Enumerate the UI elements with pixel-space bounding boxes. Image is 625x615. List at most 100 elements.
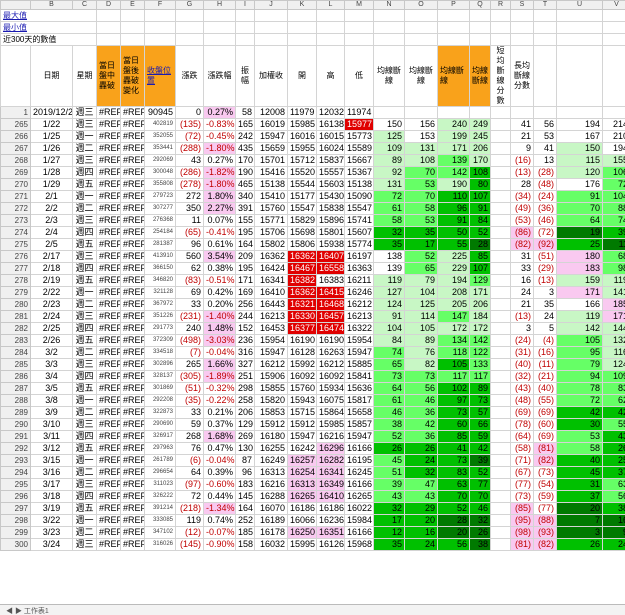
change-cell[interactable]: 33 [175, 406, 204, 419]
open-cell[interactable]: 16066 [287, 514, 317, 527]
long-score-cell[interactable]: 20 [556, 502, 603, 515]
low-cell[interactable]: 15138 [344, 178, 374, 191]
cell[interactable]: 週三 [72, 106, 97, 119]
high-cell[interactable]: 15557 [316, 166, 345, 179]
ma-break-cell[interactable]: 65 [373, 358, 405, 371]
open-cell[interactable]: 15912 [287, 418, 317, 431]
close-cell[interactable]: 16212 [254, 358, 288, 371]
date-cell[interactable]: 2/5 [30, 238, 73, 251]
score-cell[interactable]: (95) [510, 514, 534, 527]
change-pct-cell[interactable]: 0.37% [203, 418, 236, 431]
ma-break-cell[interactable]: 73 [437, 406, 470, 419]
score-cell[interactable]: 53 [533, 130, 557, 143]
ref-error-cell[interactable]: #REF! [120, 298, 145, 311]
ma-break-cell[interactable]: 109 [373, 142, 405, 155]
high-cell[interactable]: 16075 [316, 394, 345, 407]
score-cell[interactable]: 33 [510, 262, 534, 275]
low-cell[interactable]: 15857 [344, 418, 374, 431]
empty-cell[interactable] [344, 9, 374, 22]
open-cell[interactable]: 15992 [287, 358, 317, 371]
high-cell[interactable]: 16410 [316, 490, 345, 503]
ref-error-cell[interactable]: #REF! [96, 454, 121, 467]
weekday-cell[interactable]: 週四 [72, 166, 97, 179]
open-cell[interactable]: 15806 [287, 238, 317, 251]
close-cell[interactable]: 15855 [254, 382, 288, 395]
open-cell[interactable]: 15947 [287, 430, 317, 443]
change-pct-cell[interactable]: -0.83% [203, 118, 236, 131]
position-cell[interactable]: 254184 [144, 226, 176, 239]
change-pct-cell[interactable]: -0.04% [203, 346, 236, 359]
ma-break-cell[interactable]: 46 [404, 394, 438, 407]
ma-break-cell[interactable]: 104 [373, 322, 405, 335]
low-cell[interactable]: 15774 [344, 238, 374, 251]
date-cell[interactable]: 3/11 [30, 430, 73, 443]
column-title[interactable]: 長均斷線分數 [510, 45, 534, 107]
weekday-cell[interactable]: 週五 [72, 382, 97, 395]
ref-error-cell[interactable]: #REF! [120, 238, 145, 251]
change-pct-cell[interactable]: -0.41% [203, 226, 236, 239]
close-cell[interactable]: 16249 [254, 454, 288, 467]
high-cell[interactable]: 15934 [316, 382, 345, 395]
date-cell[interactable]: 2/22 [30, 286, 73, 299]
position-cell[interactable]: 352055 [144, 130, 176, 143]
change-pct-cell[interactable]: -0.51% [203, 274, 236, 287]
ref-error-cell[interactable]: #REF! [120, 322, 145, 335]
date-cell[interactable]: 2/24 [30, 310, 73, 323]
date-cell[interactable]: 1/29 [30, 178, 73, 191]
high-cell[interactable]: 16186 [316, 502, 345, 515]
change-pct-cell[interactable]: 0.74% [203, 514, 236, 527]
empty-cell[interactable] [490, 490, 511, 503]
column-header[interactable]: E [120, 0, 145, 10]
ma-break-cell[interactable]: 125 [404, 298, 438, 311]
empty-cell[interactable] [235, 21, 255, 34]
meta-label[interactable]: 最小值 [0, 21, 97, 34]
ref-error-cell[interactable]: #REF! [120, 142, 145, 155]
empty-cell[interactable] [490, 454, 511, 467]
change-pct-cell[interactable]: -1.82% [203, 166, 236, 179]
ma-break-cell[interactable]: 84 [469, 214, 491, 227]
high-cell[interactable]: 15838 [316, 202, 345, 215]
empty-cell[interactable] [373, 21, 405, 34]
amplitude-cell[interactable]: 236 [235, 334, 255, 347]
open-cell[interactable]: 16362 [287, 250, 317, 263]
change-pct-cell[interactable]: 0.44% [203, 490, 236, 503]
change-cell[interactable]: 69 [175, 286, 204, 299]
amplitude-cell[interactable]: 435 [235, 142, 255, 155]
high-cell[interactable]: 16236 [316, 514, 345, 527]
ref-error-cell[interactable]: #REF! [96, 418, 121, 431]
empty-cell[interactable] [254, 33, 288, 46]
position-cell[interactable]: 276368 [144, 214, 176, 227]
ref-error-cell[interactable]: #REF! [120, 418, 145, 431]
change-cell[interactable]: (83) [175, 274, 204, 287]
weekday-cell[interactable]: 週四 [72, 490, 97, 503]
open-cell[interactable]: 16382 [287, 274, 317, 287]
score-cell[interactable]: (40) [510, 358, 534, 371]
ma-break-cell[interactable]: 89 [373, 154, 405, 167]
empty-cell[interactable] [490, 214, 511, 227]
open-cell[interactable]: 15943 [287, 394, 317, 407]
ma-break-cell[interactable]: 138 [373, 250, 405, 263]
amplitude-cell[interactable]: 465 [235, 178, 255, 191]
change-cell[interactable]: (51) [175, 382, 204, 395]
ref-error-cell[interactable]: #REF! [96, 346, 121, 359]
position-cell[interactable]: 297963 [144, 442, 176, 455]
change-cell[interactable]: 64 [175, 466, 204, 479]
ma-break-cell[interactable]: 26 [469, 526, 491, 539]
empty-cell[interactable] [602, 33, 625, 46]
position-cell[interactable]: 292208 [144, 394, 176, 407]
close-cell[interactable]: 15912 [254, 418, 288, 431]
score-cell[interactable]: (4) [533, 334, 557, 347]
change-pct-cell[interactable]: -0.60% [203, 478, 236, 491]
ma-break-cell[interactable]: 131 [373, 178, 405, 191]
cell[interactable]: 11979 [287, 106, 317, 119]
score-cell[interactable]: 13 [533, 154, 557, 167]
amplitude-cell[interactable]: 155 [235, 214, 255, 227]
ma-break-cell[interactable]: 170 [469, 154, 491, 167]
empty-cell[interactable] [490, 502, 511, 515]
high-cell[interactable]: 15864 [316, 406, 345, 419]
weekday-cell[interactable]: 週三 [72, 118, 97, 131]
amplitude-cell[interactable]: 391 [235, 202, 255, 215]
amplitude-cell[interactable]: 145 [235, 490, 255, 503]
position-cell[interactable]: 326917 [144, 430, 176, 443]
close-cell[interactable]: 15138 [254, 178, 288, 191]
